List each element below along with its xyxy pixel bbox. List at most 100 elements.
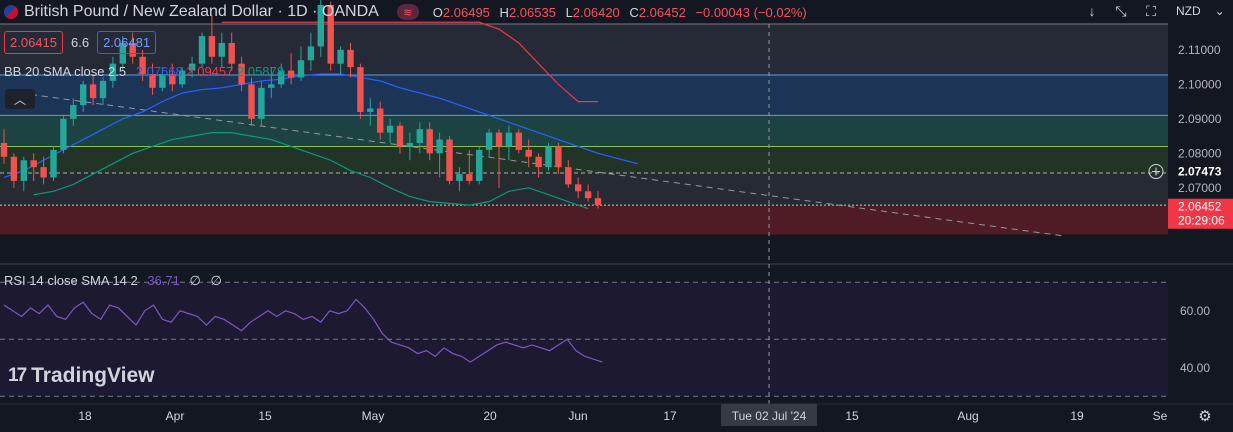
- candle-body: [495, 132, 503, 147]
- price-zone: [0, 146, 1168, 174]
- candle-body: [287, 70, 295, 78]
- candle-body: [179, 70, 186, 85]
- ohlc-readout: O2.06495 H2.06535 L2.06420 C2.06452 −0.0…: [433, 5, 813, 20]
- candle-body: [555, 146, 562, 168]
- time-tick-label: Aug: [957, 409, 978, 423]
- candle-body: [198, 36, 206, 64]
- spread-value: 6.6: [71, 35, 90, 50]
- download-arrow-icon[interactable]: ↓: [1088, 3, 1096, 19]
- price-zone: [0, 205, 1168, 235]
- open-key: O: [432, 4, 443, 20]
- time-tick-label: 19: [1070, 409, 1084, 423]
- rsi-extra-1: ∅: [189, 273, 201, 288]
- candle-body: [515, 132, 522, 150]
- price-tick-label: 2.07000: [1178, 181, 1222, 195]
- last-price-label: 2.06452: [1178, 200, 1222, 214]
- crosshair-date-bg: [721, 404, 817, 426]
- candle-body: [426, 129, 433, 154]
- symbol-title[interactable]: British Pound / New Zealand Dollar · 1D …: [24, 3, 379, 20]
- candle-body: [337, 49, 344, 64]
- candle-body: [505, 132, 513, 147]
- candle-body: [0, 143, 8, 157]
- candle-body: [278, 70, 285, 85]
- candle-body: [159, 74, 166, 88]
- countdown-label: 20:29:06: [1178, 214, 1225, 228]
- bb-lower-line: [33, 132, 589, 210]
- candle-body: [139, 56, 146, 75]
- currency-label: NZD: [1176, 4, 1201, 18]
- buy-button[interactable]: 2.06481: [97, 31, 157, 54]
- trade-panel: 2.06415 6.6 2.06481: [4, 31, 157, 54]
- rsi-label: RSI 14 close SMA 14 2: [4, 273, 138, 288]
- bb-lower-value: 2.05878: [237, 64, 284, 79]
- candle-body: [396, 125, 404, 147]
- waves-icon[interactable]: ≋: [396, 4, 419, 20]
- candle-body: [456, 174, 463, 181]
- open-value: 2.06495: [442, 4, 490, 20]
- gbp-flag-icon: [4, 5, 18, 19]
- candle-body: [129, 42, 136, 57]
- candle-body: [99, 80, 107, 99]
- candle-body: [80, 84, 87, 106]
- candle-body: [367, 108, 374, 112]
- chevron-up-icon[interactable]: ︿: [5, 89, 35, 109]
- rsi-legend[interactable]: RSI 14 close SMA 14 2 36.71 ∅ ∅: [4, 273, 222, 289]
- bb-legend[interactable]: BB 20 SMA close 2.5 2.07668 2.09457 2.05…: [4, 64, 284, 79]
- price-zone: [0, 75, 1168, 116]
- bb-label: BB 20 SMA close 2.5: [4, 64, 127, 79]
- tradingview-logo: 17 TradingView: [8, 364, 154, 388]
- candle-body: [20, 160, 27, 181]
- collapse-icon[interactable]: ⤡: [1115, 2, 1127, 19]
- candle-body: [386, 125, 394, 133]
- rsi-tick-label: 40.00: [1180, 361, 1210, 375]
- candle-body: [594, 198, 602, 206]
- candle-body: [347, 49, 354, 68]
- price-tick-label: 2.08000: [1178, 146, 1222, 160]
- candle-body: [248, 84, 255, 119]
- candle-body: [545, 146, 552, 168]
- time-tick-label: May: [362, 409, 385, 423]
- fullscreen-icon[interactable]: ⛶: [1146, 2, 1156, 19]
- candle-body: [30, 160, 37, 168]
- candle-body: [258, 87, 265, 119]
- candle-body: [476, 149, 483, 181]
- rsi-value: 36.71: [147, 273, 180, 288]
- gear-icon[interactable]: ⚙: [1198, 408, 1212, 425]
- last-price-tag-bg: [1168, 198, 1233, 229]
- candle-body: [50, 149, 57, 178]
- price-tick-label: 2.10000: [1178, 77, 1222, 91]
- candle-body: [109, 63, 117, 81]
- candle-body: [60, 118, 67, 150]
- candle-body: [436, 139, 443, 154]
- rsi-extra-2: ∅: [210, 273, 222, 288]
- high-value: 2.06535: [508, 4, 556, 20]
- candle-body: [416, 129, 423, 143]
- rsi-tick-label: 60.00: [1180, 304, 1210, 318]
- time-tick-label: 20: [483, 409, 497, 423]
- time-tick-label: Tue 02 Jul '24: [732, 409, 807, 423]
- close-key: C: [629, 4, 639, 20]
- candle-body: [297, 60, 305, 78]
- candle-body: [377, 108, 384, 133]
- candle-body: [149, 74, 156, 88]
- low-key: L: [565, 4, 573, 20]
- level-tag-bg: [1172, 163, 1233, 180]
- close-value: 2.06452: [638, 4, 686, 20]
- currency-selector[interactable]: NZD ⌄: [1172, 0, 1233, 22]
- candle-body: [169, 74, 176, 85]
- candle-body: [317, 5, 324, 47]
- plus-icon: [1152, 167, 1160, 176]
- candle-body: [268, 84, 275, 88]
- candle-body: [406, 143, 414, 147]
- add-level-icon: [1148, 164, 1164, 180]
- time-tick-label: 15: [845, 409, 859, 423]
- bb-basis-line: [3, 73, 638, 179]
- sell-button[interactable]: 2.06415: [4, 31, 63, 54]
- candle-body: [327, 5, 334, 64]
- candle-body: [70, 105, 77, 119]
- high-key: H: [499, 4, 509, 20]
- bb-basis-value: 2.07668: [135, 64, 183, 79]
- time-tick-label: 17: [663, 409, 677, 423]
- candle-body: [466, 174, 473, 181]
